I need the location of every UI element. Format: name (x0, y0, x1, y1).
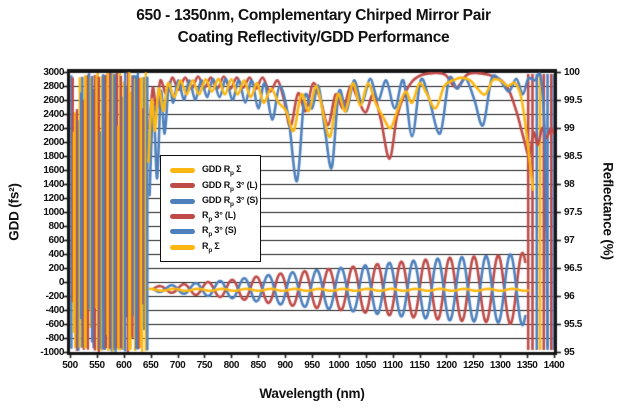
tick-label: -400 (45, 304, 65, 316)
tick-label: 1000 (328, 360, 350, 371)
tick-label: 400 (48, 248, 65, 260)
tick-label: 2600 (43, 94, 64, 106)
tick-label: 600 (48, 234, 65, 246)
tick-label: 1800 (43, 150, 64, 162)
legend-swatch (170, 183, 195, 189)
tick-label: 800 (223, 360, 240, 371)
legend-swatch (170, 214, 195, 220)
tick-label: 3000 (43, 66, 64, 78)
tick-label: 2200 (43, 122, 64, 134)
tick-label: 850 (250, 360, 266, 371)
tick-label: 1400 (543, 360, 565, 371)
legend-item: GDD Rp 3° (L) (170, 178, 260, 193)
tick-label: 1000 (43, 206, 64, 218)
tick-label: 96.5 (564, 262, 582, 274)
tick-label: 1100 (382, 360, 404, 371)
tick-label: 2400 (43, 108, 64, 120)
legend-box: GDD Rp Σ GDD Rp 3° (L) GDD Rp 3° (S) Rp 3° … (160, 155, 261, 262)
legend-swatch (170, 168, 195, 174)
tick-label: 1300 (489, 360, 511, 371)
tick-label: 1400 (43, 178, 64, 190)
tick-label: 600 (116, 360, 132, 371)
tick-label: 95.5 (564, 318, 582, 330)
tick-label: 1200 (43, 192, 64, 204)
tick-label: -800 (45, 332, 65, 344)
tick-label: 98.5 (564, 150, 582, 162)
legend-item-label: GDD Rp 3° (S) (202, 194, 258, 208)
chart-title-line-2: Coating Reflectivity/GDD Performance (177, 29, 450, 46)
tick-label: 1200 (436, 360, 457, 371)
legend-item: GDD Rp 3° (S) (170, 194, 260, 209)
tick-label: 200 (48, 262, 65, 274)
tick-label: 96 (564, 290, 575, 302)
tick-label: 1350 (516, 360, 538, 371)
tick-label: 97.5 (564, 206, 582, 218)
legend-item-label: Rp 3° (S) (202, 225, 237, 239)
tick-label: -1000 (40, 346, 64, 358)
tick-label: 550 (89, 360, 105, 371)
legend-item-label: GDD Rp Σ (202, 164, 242, 178)
legend-item: GDD Rp Σ (170, 163, 260, 178)
tick-label: 2800 (43, 80, 64, 92)
tick-label: 1150 (409, 360, 430, 371)
tick-label: 750 (196, 360, 213, 371)
legend-item-label: GDD Rp 3° (L) (202, 179, 258, 193)
legend-item: Rp Σ (170, 239, 260, 254)
legend-swatch (170, 229, 195, 235)
tick-label: 650 (142, 360, 159, 371)
tick-label: 100 (564, 66, 580, 78)
tick-label: 950 (304, 360, 320, 371)
tick-label: -600 (45, 318, 65, 330)
legend-swatch (170, 198, 195, 204)
tick-label: 700 (169, 360, 186, 371)
tick-label: 1600 (43, 164, 64, 176)
y-axis-right-title: Reflectance (%) (600, 162, 616, 260)
tick-label: 900 (277, 360, 293, 371)
tick-label: 1050 (355, 360, 377, 371)
chart-title-line-1: 650 - 1350nm, Complementary Chirped Mirr… (136, 7, 491, 24)
tick-label: 99 (564, 122, 575, 134)
legend-item: Rp 3° (S) (170, 224, 260, 239)
tick-label: -200 (45, 290, 65, 302)
x-axis-title: Wavelength (nm) (259, 386, 365, 401)
tick-label: 1250 (463, 360, 484, 371)
tick-label: 500 (62, 360, 78, 371)
legend-item-label: Rp Σ (202, 240, 220, 254)
tick-label: 95 (564, 346, 575, 358)
tick-label: 99.5 (564, 94, 582, 106)
legend-item-label: Rp 3° (L) (202, 210, 236, 223)
tick-label: 97 (564, 234, 575, 246)
tick-label: 2000 (43, 136, 64, 148)
legend-item: Rp 3° (L) (170, 209, 260, 224)
tick-label: 98 (564, 178, 575, 190)
tick-label: 0 (58, 276, 65, 288)
legend-swatch (170, 244, 195, 250)
tick-label: 800 (48, 220, 65, 232)
